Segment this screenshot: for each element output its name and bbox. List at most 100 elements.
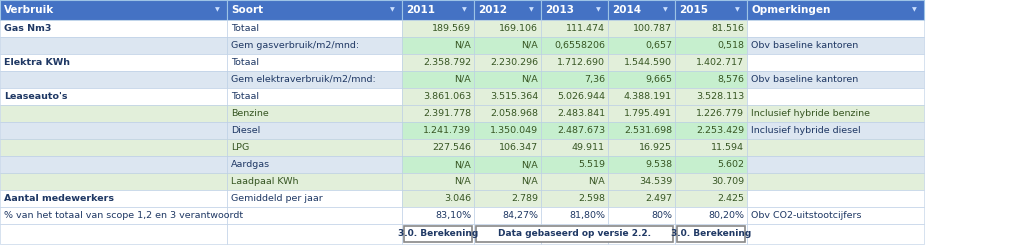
Bar (746, 54, 924, 71)
Text: 2.230.296: 2.230.296 (489, 58, 538, 67)
Text: ▼: ▼ (462, 7, 466, 12)
Text: 1.544.590: 1.544.590 (624, 58, 672, 67)
Text: 80,20%: 80,20% (708, 211, 744, 220)
Text: 3.528.113: 3.528.113 (695, 92, 744, 101)
Bar (0, 173, 227, 190)
Text: N/A: N/A (521, 41, 538, 50)
Bar (0, 37, 227, 54)
Text: Elektra KWh: Elektra KWh (4, 58, 70, 67)
Text: 11.594: 11.594 (711, 143, 744, 152)
Text: N/A: N/A (455, 160, 471, 169)
Bar (746, 156, 924, 173)
Text: Diesel: Diesel (231, 126, 260, 135)
Bar (608, 0, 675, 20)
Text: 3.046: 3.046 (443, 194, 471, 203)
Text: Data gebaseerd op versie 2.2.: Data gebaseerd op versie 2.2. (498, 230, 651, 239)
Bar (474, 0, 541, 20)
Bar (541, 122, 608, 139)
Text: 1.795.491: 1.795.491 (624, 109, 672, 118)
Bar (608, 71, 675, 88)
Bar (675, 190, 746, 207)
Text: 2.789: 2.789 (511, 194, 538, 203)
Text: Obv baseline kantoren: Obv baseline kantoren (751, 75, 858, 84)
Text: 3.861.063: 3.861.063 (423, 92, 471, 101)
Bar (608, 105, 675, 122)
Text: 2.497: 2.497 (645, 194, 672, 203)
Text: Opmerkingen: Opmerkingen (751, 5, 830, 15)
Bar (541, 156, 608, 173)
Bar (227, 224, 402, 244)
Bar (474, 173, 541, 190)
Bar (541, 88, 608, 105)
Bar (474, 224, 541, 244)
Text: 5.026.944: 5.026.944 (557, 92, 605, 101)
Bar (0, 122, 227, 139)
Bar (474, 105, 541, 122)
Text: 3.0. Berekening: 3.0. Berekening (671, 230, 752, 239)
Text: 1.350.049: 1.350.049 (489, 126, 538, 135)
Text: ▼: ▼ (596, 7, 600, 12)
Text: N/A: N/A (521, 75, 538, 84)
Bar (608, 54, 675, 71)
Bar (675, 20, 746, 37)
Bar (608, 122, 675, 139)
Bar (474, 37, 541, 54)
Bar (608, 20, 675, 37)
Text: 0,6558206: 0,6558206 (554, 41, 605, 50)
Bar (0, 207, 227, 224)
Text: ▼: ▼ (663, 7, 668, 12)
Bar (746, 0, 924, 20)
Bar (541, 37, 608, 54)
Text: Totaal: Totaal (231, 24, 259, 33)
Text: Obv baseline kantoren: Obv baseline kantoren (751, 41, 858, 50)
Text: 2014: 2014 (612, 5, 641, 15)
Bar (474, 54, 541, 71)
Bar (474, 156, 541, 173)
Text: 81,80%: 81,80% (569, 211, 605, 220)
Bar (608, 139, 675, 156)
Bar (402, 71, 474, 88)
Text: 0,518: 0,518 (717, 41, 744, 50)
Bar (402, 0, 474, 20)
Text: ▼: ▼ (215, 7, 219, 12)
Bar (227, 105, 402, 122)
Bar (541, 20, 608, 37)
Bar (227, 88, 402, 105)
Bar (474, 207, 541, 224)
Text: 5.602: 5.602 (717, 160, 744, 169)
Text: Laadpaal KWh: Laadpaal KWh (231, 177, 299, 186)
Text: 2.058.968: 2.058.968 (490, 109, 538, 118)
Bar (0, 105, 227, 122)
Bar (402, 173, 474, 190)
Bar (746, 122, 924, 139)
Text: 80%: 80% (651, 211, 672, 220)
Bar (675, 156, 746, 173)
Bar (227, 122, 402, 139)
Bar (474, 122, 541, 139)
Text: Leaseauto's: Leaseauto's (4, 92, 68, 101)
Text: 1.241.739: 1.241.739 (423, 126, 471, 135)
Bar (402, 105, 474, 122)
Text: 30.709: 30.709 (711, 177, 744, 186)
Text: ▼: ▼ (734, 7, 739, 12)
Bar (227, 20, 402, 37)
Bar (541, 207, 608, 224)
Bar (541, 139, 608, 156)
Bar (746, 37, 924, 54)
Bar (227, 139, 402, 156)
Bar (402, 88, 474, 105)
Bar (227, 0, 402, 20)
Bar (0, 54, 227, 71)
Text: 111.474: 111.474 (566, 24, 605, 33)
Text: 2.598: 2.598 (578, 194, 605, 203)
Text: 4.388.191: 4.388.191 (624, 92, 672, 101)
Bar (227, 37, 402, 54)
Bar (0, 224, 227, 244)
Text: N/A: N/A (455, 41, 471, 50)
Bar (227, 173, 402, 190)
Text: Soort: Soort (231, 5, 263, 15)
Bar (675, 122, 746, 139)
Bar (675, 207, 746, 224)
Bar (746, 139, 924, 156)
Text: 81.516: 81.516 (711, 24, 744, 33)
